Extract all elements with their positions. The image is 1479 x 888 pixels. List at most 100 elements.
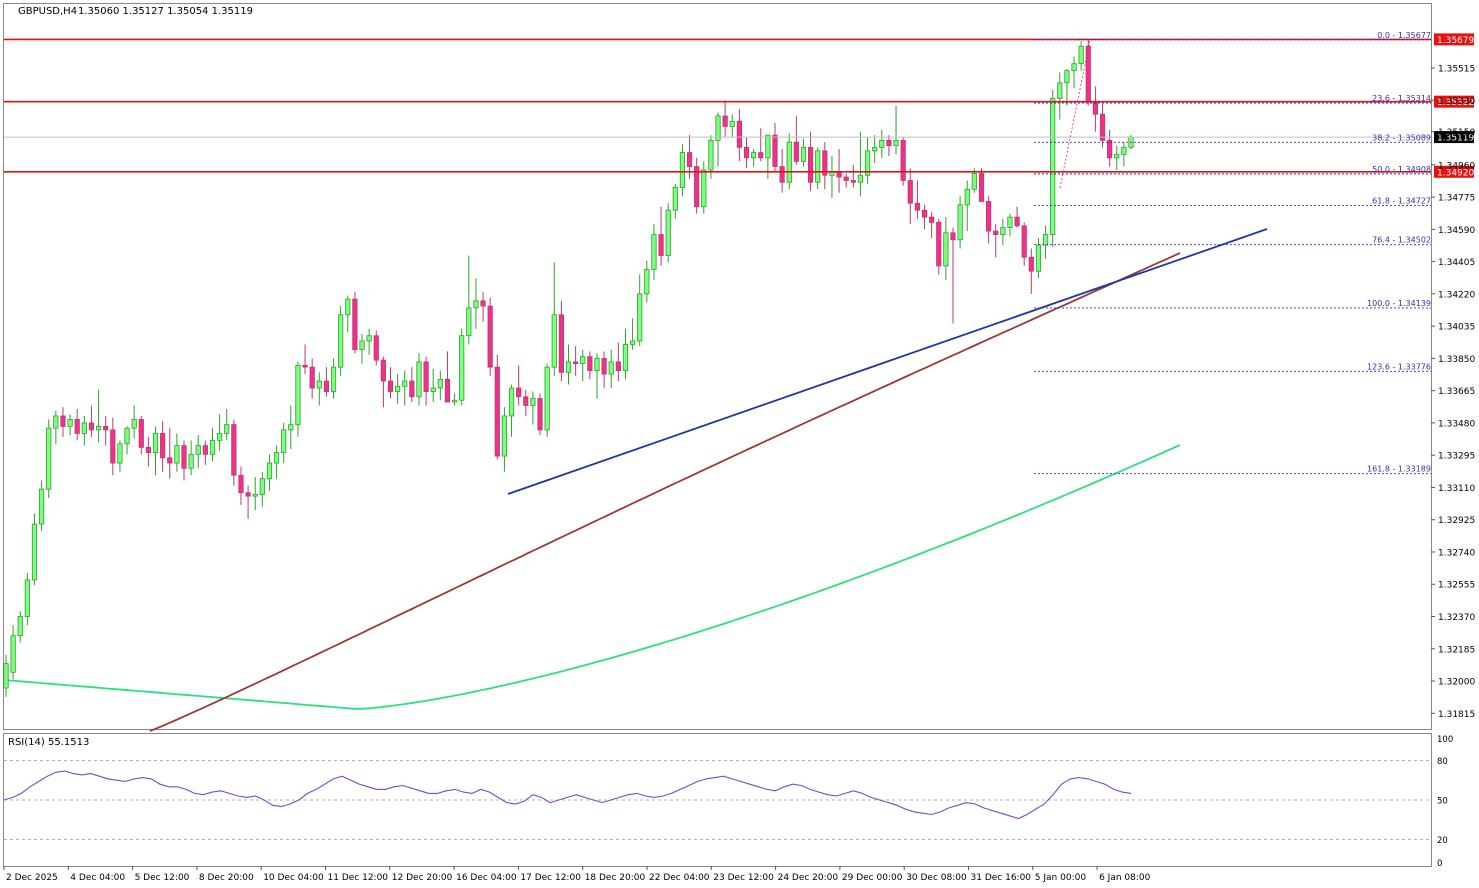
candle-body bbox=[95, 426, 102, 431]
x-tick-label: 5 Dec 12:00 bbox=[135, 873, 190, 883]
candle bbox=[523, 389, 529, 416]
candle bbox=[74, 408, 80, 441]
candle-body bbox=[508, 387, 515, 417]
candle bbox=[665, 203, 671, 263]
candle bbox=[601, 351, 607, 389]
candle bbox=[1014, 206, 1020, 228]
candle-body bbox=[459, 335, 465, 401]
candle-body bbox=[288, 424, 294, 431]
candle-body bbox=[729, 120, 735, 127]
candle bbox=[60, 407, 66, 437]
candle-body bbox=[131, 419, 137, 429]
candle bbox=[416, 353, 422, 406]
candle-body bbox=[850, 180, 856, 183]
candle-body bbox=[1064, 70, 1070, 84]
candle bbox=[929, 211, 935, 239]
rsi-tick-label: 100 bbox=[1437, 735, 1453, 745]
candle bbox=[46, 419, 52, 498]
candle bbox=[1042, 225, 1049, 259]
candle-body bbox=[302, 364, 308, 368]
candle-body bbox=[387, 380, 394, 392]
candle-body bbox=[708, 139, 714, 171]
candle-body bbox=[60, 415, 66, 427]
candle-body bbox=[209, 439, 216, 455]
rsi-label: RSI(14) 55.1513 bbox=[8, 737, 89, 748]
candle bbox=[302, 344, 308, 375]
candle bbox=[558, 300, 564, 382]
candle bbox=[131, 405, 137, 439]
candle bbox=[900, 136, 906, 186]
rsi-tick-label: 50 bbox=[1437, 797, 1448, 807]
rsi-panel-frame bbox=[3, 733, 1432, 867]
candle bbox=[729, 114, 735, 137]
candle bbox=[352, 292, 358, 354]
candle-body bbox=[516, 387, 522, 398]
candle bbox=[39, 480, 45, 532]
candle bbox=[444, 351, 451, 403]
candle-body bbox=[152, 432, 159, 453]
candle bbox=[266, 454, 273, 491]
candle-body bbox=[345, 298, 351, 316]
candle-body bbox=[722, 115, 728, 127]
candle bbox=[1000, 218, 1006, 246]
x-tick-label: 2 Dec 2025 bbox=[6, 873, 58, 883]
y-tick-label: 1.33480 bbox=[1438, 419, 1475, 429]
candle bbox=[273, 445, 280, 479]
candle-body bbox=[743, 146, 750, 159]
candle bbox=[238, 466, 244, 505]
candle bbox=[188, 440, 194, 476]
candle bbox=[751, 149, 757, 167]
candle-body bbox=[1000, 227, 1006, 235]
candle bbox=[366, 328, 372, 355]
candle-body bbox=[872, 146, 878, 152]
candle-body bbox=[359, 340, 365, 351]
candle-body bbox=[174, 445, 180, 464]
candle bbox=[779, 149, 785, 193]
y-tick-label: 1.33665 bbox=[1438, 387, 1475, 397]
candle bbox=[53, 410, 59, 444]
candle bbox=[893, 105, 899, 155]
candle bbox=[110, 417, 116, 476]
fib-level-label: 50.0 - 1.34908 bbox=[1372, 165, 1431, 174]
candle bbox=[409, 367, 415, 402]
candle-body bbox=[644, 269, 650, 295]
candle bbox=[1057, 72, 1063, 120]
candle-body bbox=[843, 176, 849, 181]
candle bbox=[551, 262, 557, 376]
candle bbox=[907, 168, 913, 225]
candle-body bbox=[466, 307, 472, 337]
candle-body bbox=[494, 366, 500, 457]
x-tick-label: 31 Dec 16:00 bbox=[971, 873, 1032, 883]
candle-body bbox=[615, 361, 621, 371]
candle-body bbox=[323, 380, 330, 392]
candle-body bbox=[1035, 244, 1042, 272]
candle bbox=[800, 138, 807, 167]
candle-body bbox=[943, 232, 949, 267]
candle-body bbox=[145, 446, 152, 453]
candle-body bbox=[231, 424, 237, 476]
candle-body bbox=[366, 335, 372, 342]
candle-body bbox=[929, 216, 935, 223]
candle bbox=[209, 428, 216, 462]
candle-body bbox=[259, 478, 265, 495]
candle bbox=[359, 333, 365, 364]
candle-body bbox=[565, 361, 572, 373]
y-tick-label: 1.35150 bbox=[1438, 128, 1475, 138]
candle-body bbox=[601, 357, 607, 375]
candle-body bbox=[430, 387, 436, 392]
candle bbox=[594, 353, 600, 399]
candle bbox=[715, 112, 721, 167]
candle bbox=[437, 370, 443, 401]
candle-body bbox=[893, 139, 899, 147]
level-price-tag bbox=[1434, 165, 1474, 178]
candle bbox=[936, 218, 942, 275]
fib-level-label: 61.8 - 1.34727 bbox=[1372, 196, 1431, 205]
x-tick-label: 8 Dec 20:00 bbox=[199, 873, 254, 883]
candle-body bbox=[1071, 63, 1077, 72]
candle-body bbox=[537, 398, 543, 431]
candle bbox=[167, 428, 173, 479]
candle bbox=[872, 135, 878, 164]
candle bbox=[950, 227, 956, 324]
candle bbox=[807, 131, 814, 191]
